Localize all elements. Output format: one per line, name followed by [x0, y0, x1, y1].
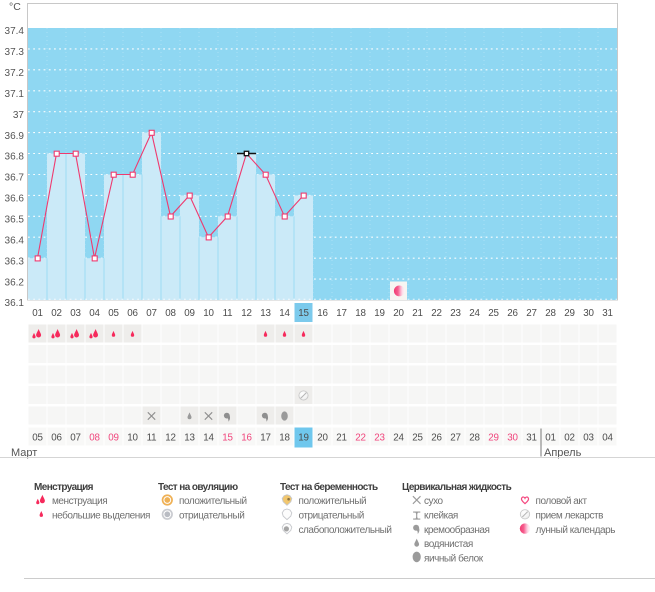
svg-text:кремообразная: кремообразная — [424, 524, 490, 536]
svg-text:Апрель: Апрель — [544, 447, 582, 459]
svg-text:36.6: 36.6 — [5, 194, 25, 205]
svg-text:01: 01 — [32, 308, 43, 319]
svg-text:10: 10 — [203, 308, 214, 319]
svg-text:12: 12 — [165, 432, 176, 443]
svg-text:37.3: 37.3 — [5, 47, 25, 58]
svg-text:15: 15 — [298, 308, 309, 319]
svg-text:16: 16 — [241, 432, 252, 443]
svg-text:слабоположительный: слабоположительный — [299, 524, 392, 536]
svg-text:26: 26 — [431, 432, 442, 443]
svg-text:13: 13 — [260, 308, 271, 319]
svg-text:12: 12 — [241, 308, 252, 319]
svg-text:небольшие выделения: небольшие выделения — [52, 510, 150, 522]
svg-text:10: 10 — [127, 432, 138, 443]
svg-text:05: 05 — [32, 432, 43, 443]
svg-text:07: 07 — [146, 308, 157, 319]
svg-text:°C: °C — [9, 1, 21, 13]
svg-text:сухо: сухо — [424, 496, 444, 507]
svg-text:05: 05 — [108, 308, 119, 319]
svg-text:отрицательный: отрицательный — [179, 511, 244, 522]
svg-text:20: 20 — [317, 432, 328, 443]
svg-text:30: 30 — [507, 432, 518, 443]
svg-text:Март: Март — [11, 447, 37, 459]
svg-text:менструация: менструация — [52, 496, 107, 507]
svg-text:36.8: 36.8 — [5, 152, 25, 163]
svg-text:19: 19 — [298, 432, 309, 443]
svg-text:14: 14 — [279, 308, 290, 319]
svg-text:30: 30 — [583, 308, 594, 319]
svg-text:36.9: 36.9 — [5, 131, 25, 142]
svg-text:36.7: 36.7 — [5, 173, 25, 184]
svg-text:13: 13 — [184, 432, 195, 443]
svg-text:08: 08 — [165, 308, 176, 319]
svg-text:28: 28 — [469, 432, 480, 443]
svg-text:21: 21 — [336, 432, 347, 443]
svg-text:11: 11 — [223, 308, 233, 319]
svg-text:17: 17 — [260, 432, 271, 443]
svg-text:06: 06 — [51, 432, 62, 443]
svg-text:29: 29 — [564, 308, 575, 319]
svg-text:06: 06 — [127, 308, 138, 319]
svg-text:02: 02 — [51, 308, 62, 319]
svg-text:36.4: 36.4 — [5, 235, 25, 246]
svg-text:16: 16 — [317, 308, 328, 319]
svg-text:36.5: 36.5 — [5, 215, 25, 226]
svg-text:лунный календарь: лунный календарь — [536, 525, 616, 536]
svg-text:яичный белок: яичный белок — [424, 552, 484, 564]
svg-text:21: 21 — [412, 308, 423, 319]
svg-text:31: 31 — [602, 308, 613, 319]
svg-text:15: 15 — [222, 432, 233, 443]
svg-text:09: 09 — [184, 308, 195, 319]
svg-text:01: 01 — [545, 432, 556, 443]
svg-text:23: 23 — [450, 308, 461, 319]
svg-text:02: 02 — [564, 432, 575, 443]
svg-text:37.1: 37.1 — [5, 89, 25, 100]
svg-text:прием лекарств: прием лекарств — [536, 511, 604, 522]
svg-text:положительный: положительный — [299, 496, 367, 507]
svg-text:22: 22 — [355, 432, 366, 443]
svg-text:37.2: 37.2 — [5, 68, 25, 79]
svg-text:Цервикальная жидкость: Цервикальная жидкость — [402, 482, 512, 493]
svg-text:36.2: 36.2 — [5, 277, 25, 288]
svg-text:03: 03 — [70, 308, 81, 319]
svg-text:36.1: 36.1 — [5, 298, 25, 309]
svg-text:14: 14 — [203, 432, 214, 443]
svg-text:36.3: 36.3 — [5, 256, 25, 267]
svg-text:07: 07 — [70, 432, 81, 443]
svg-text:Тест на беременность: Тест на беременность — [280, 481, 378, 493]
svg-text:19: 19 — [374, 308, 385, 319]
svg-text:Менструация: Менструация — [34, 482, 94, 493]
svg-text:24: 24 — [469, 308, 480, 319]
svg-text:03: 03 — [583, 432, 594, 443]
svg-text:отрицательный: отрицательный — [299, 511, 364, 522]
svg-text:18: 18 — [355, 308, 366, 319]
svg-text:25: 25 — [488, 308, 499, 319]
svg-text:29: 29 — [488, 432, 499, 443]
svg-text:половой акт: половой акт — [536, 496, 588, 507]
svg-text:28: 28 — [545, 308, 556, 319]
svg-text:Тест на овуляцию: Тест на овуляцию — [158, 482, 239, 493]
svg-text:20: 20 — [393, 308, 404, 319]
svg-text:04: 04 — [89, 308, 100, 319]
svg-text:04: 04 — [602, 432, 613, 443]
svg-text:водянистая: водянистая — [424, 539, 473, 550]
svg-text:22: 22 — [431, 308, 442, 319]
svg-text:24: 24 — [393, 432, 404, 443]
svg-text:25: 25 — [412, 432, 423, 443]
svg-text:37: 37 — [13, 110, 25, 121]
svg-text:клейкая: клейкая — [424, 511, 458, 522]
svg-text:положительный: положительный — [179, 496, 247, 507]
svg-text:27: 27 — [450, 432, 461, 443]
svg-text:31: 31 — [526, 432, 537, 443]
svg-text:11: 11 — [147, 432, 157, 443]
svg-text:27: 27 — [526, 308, 537, 319]
svg-text:23: 23 — [374, 432, 385, 443]
svg-text:26: 26 — [507, 308, 518, 319]
svg-text:18: 18 — [279, 432, 290, 443]
svg-text:17: 17 — [336, 308, 347, 319]
svg-text:37.4: 37.4 — [5, 26, 25, 37]
svg-text:09: 09 — [108, 432, 119, 443]
svg-text:08: 08 — [89, 432, 100, 443]
